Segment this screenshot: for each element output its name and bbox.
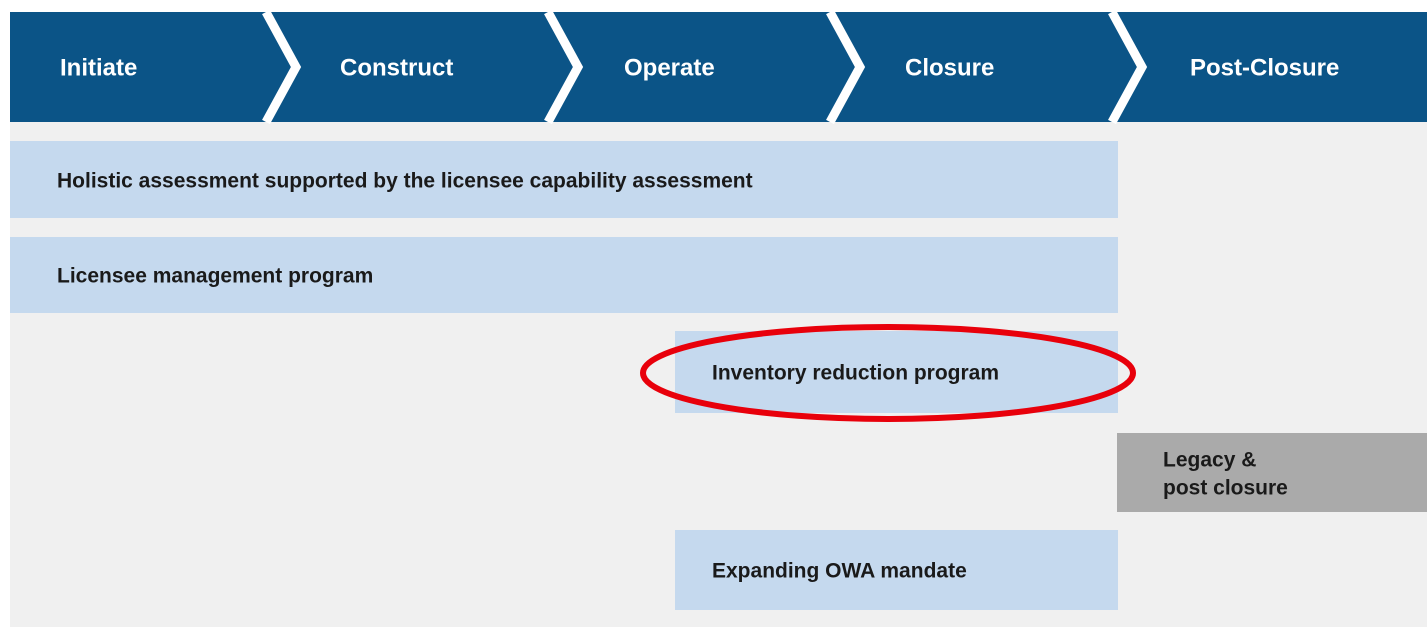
stage-label: Construct bbox=[340, 54, 453, 81]
stage-label: Initiate bbox=[60, 54, 137, 81]
chevron bbox=[544, 9, 584, 125]
stage-bar bbox=[10, 12, 1427, 122]
stage-label: Closure bbox=[905, 54, 994, 81]
stage-label: Post-Closure bbox=[1190, 54, 1339, 81]
chevron bbox=[1108, 9, 1148, 125]
chevron bbox=[262, 9, 302, 125]
program-bar bbox=[10, 237, 1118, 313]
stage-label: Operate bbox=[624, 54, 715, 81]
program-label: Inventory reduction program bbox=[712, 362, 999, 385]
program-bar bbox=[675, 530, 1118, 610]
program-label: post closure bbox=[1163, 477, 1288, 500]
program-bar bbox=[675, 331, 1118, 413]
program-bar bbox=[10, 141, 1118, 218]
chevron-separators bbox=[262, 9, 1148, 125]
program-label: Holistic assessment supported by the lic… bbox=[57, 170, 753, 193]
program-label: Expanding OWA mandate bbox=[712, 560, 967, 583]
program-label: Legacy & bbox=[1163, 449, 1256, 472]
program-label: Licensee management program bbox=[57, 265, 373, 288]
chevron bbox=[826, 9, 866, 125]
highlight-ellipse bbox=[640, 324, 1136, 422]
program-bar bbox=[1117, 433, 1427, 512]
